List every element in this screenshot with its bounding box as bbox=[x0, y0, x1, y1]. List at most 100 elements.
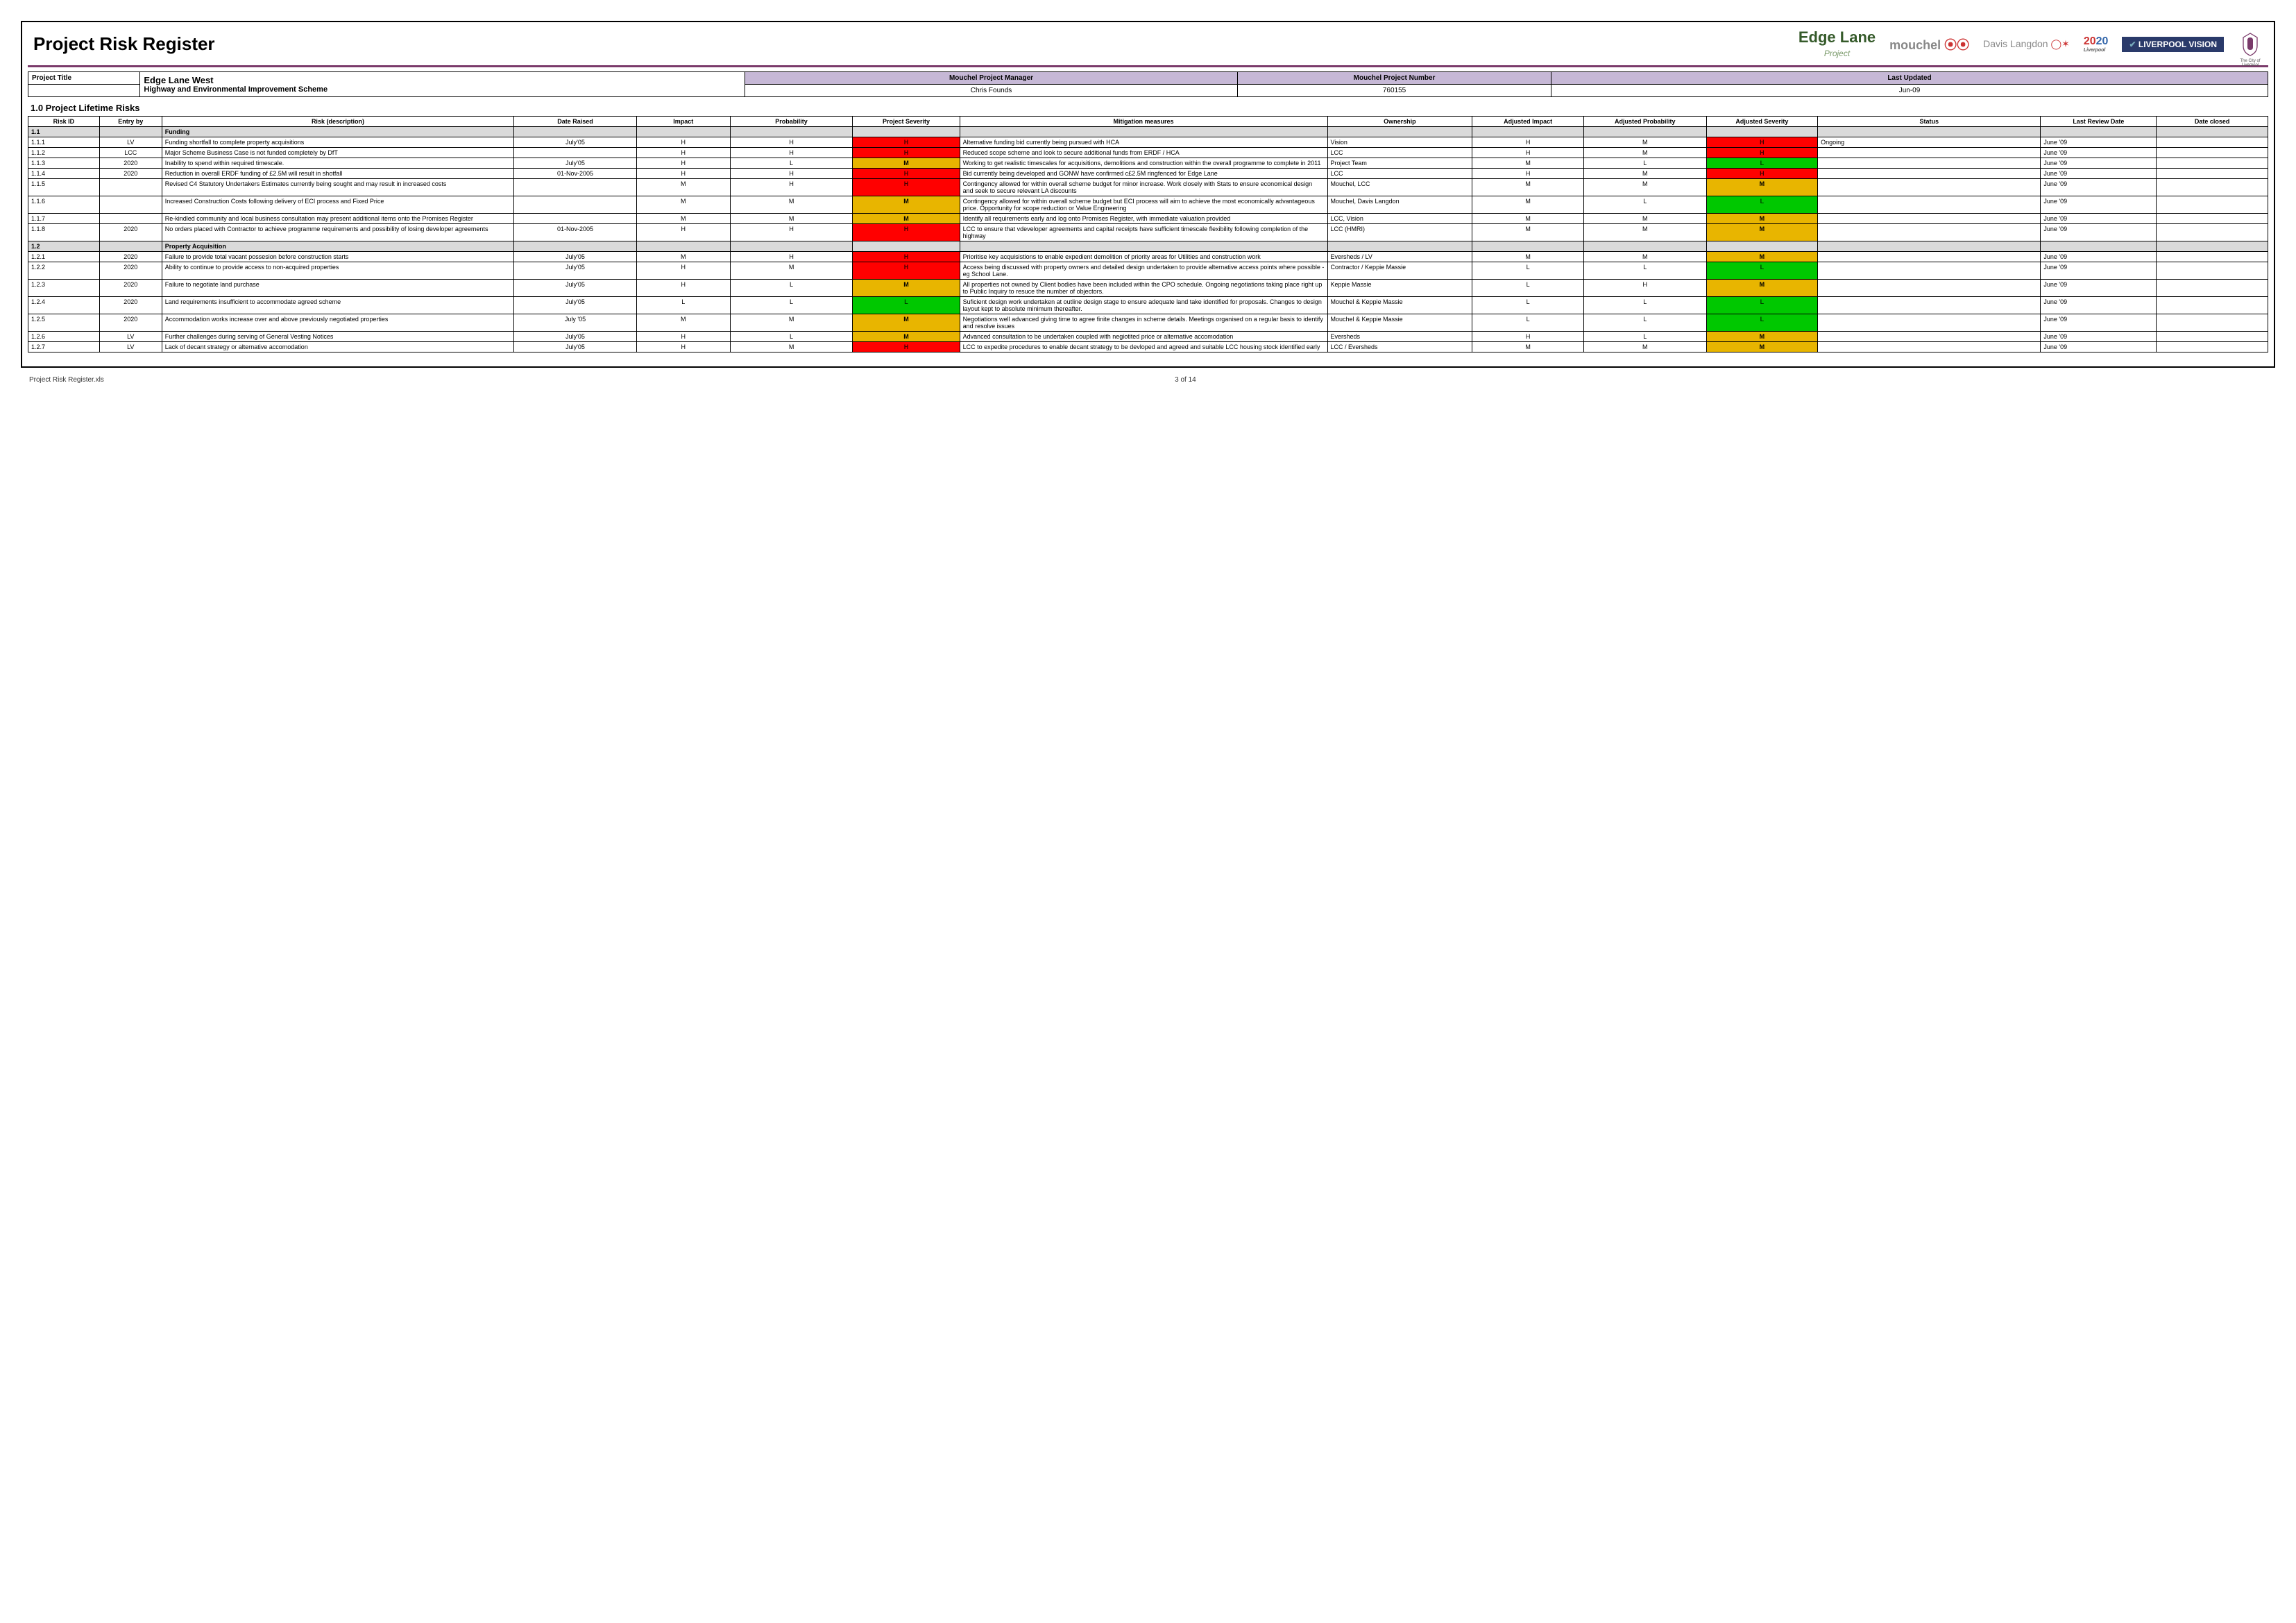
footer-filename: Project Risk Register.xls bbox=[29, 376, 104, 384]
doc-title: Project Risk Register bbox=[33, 33, 215, 55]
date-raised bbox=[514, 147, 637, 158]
date-closed bbox=[2157, 331, 2268, 341]
footer-pagenum: 3 of 14 bbox=[1175, 376, 1196, 384]
impact: L bbox=[636, 296, 730, 314]
risk-desc: Failure to provide total vacant possesio… bbox=[162, 251, 513, 262]
date-raised: July'05 bbox=[514, 251, 637, 262]
risk-id: 1.2.5 bbox=[28, 314, 100, 331]
status bbox=[1818, 262, 2041, 279]
ownership: LCC / Eversheds bbox=[1327, 341, 1472, 352]
severity-cell: L bbox=[1706, 158, 1818, 168]
ownership: Mouchel & Keppie Massie bbox=[1327, 296, 1472, 314]
risk-id: 1.1.8 bbox=[28, 223, 100, 241]
date-closed bbox=[2157, 314, 2268, 331]
probability: H bbox=[730, 178, 853, 196]
cell bbox=[1818, 241, 2041, 251]
mitigation: Working to get realistic timescales for … bbox=[960, 158, 1327, 168]
adj-impact: M bbox=[1472, 223, 1584, 241]
adj-impact: M bbox=[1472, 178, 1584, 196]
status bbox=[1818, 279, 2041, 296]
risk-table: Risk IDEntry byRisk (description)Date Ra… bbox=[28, 116, 2268, 352]
cell bbox=[1327, 241, 1472, 251]
adj-impact: H bbox=[1472, 137, 1584, 147]
probability: L bbox=[730, 331, 853, 341]
category-row: 1.1Funding bbox=[28, 126, 2268, 137]
cell bbox=[960, 126, 1327, 137]
date-closed bbox=[2157, 147, 2268, 158]
severity-cell: M bbox=[1706, 341, 1818, 352]
risk-id: 1.1.7 bbox=[28, 213, 100, 223]
status bbox=[1818, 296, 2041, 314]
liverpool-vision-logo: ✔ LIVERPOOL VISION bbox=[2122, 37, 2224, 52]
adj-impact: H bbox=[1472, 168, 1584, 178]
adj-impact: L bbox=[1472, 279, 1584, 296]
adj-impact: M bbox=[1472, 341, 1584, 352]
adj-impact: M bbox=[1472, 251, 1584, 262]
severity-cell: L bbox=[1706, 196, 1818, 213]
adj-probability: M bbox=[1583, 147, 1706, 158]
cell bbox=[636, 241, 730, 251]
mitigation: Identify all requirements early and log … bbox=[960, 213, 1327, 223]
column-header: Probability bbox=[730, 116, 853, 126]
probability: L bbox=[730, 158, 853, 168]
pn-label: Mouchel Project Number bbox=[1238, 71, 1551, 84]
impact: H bbox=[636, 223, 730, 241]
date-raised: July'05 bbox=[514, 158, 637, 168]
adj-probability: M bbox=[1583, 137, 1706, 147]
header: Project Risk Register Edge LaneProject m… bbox=[28, 28, 2268, 67]
ownership: Eversheds / LV bbox=[1327, 251, 1472, 262]
date-raised: July'05 bbox=[514, 296, 637, 314]
city-of-liverpool-logo: The City of Liverpool bbox=[2238, 32, 2263, 57]
entry-by bbox=[99, 196, 162, 213]
severity-cell: M bbox=[1706, 178, 1818, 196]
adj-impact: M bbox=[1472, 213, 1584, 223]
ownership: Mouchel & Keppie Massie bbox=[1327, 314, 1472, 331]
risk-row: 1.1.5Revised C4 Statutory Undertakers Es… bbox=[28, 178, 2268, 196]
severity-cell: M bbox=[1706, 213, 1818, 223]
mitigation: Alternative funding bid currently being … bbox=[960, 137, 1327, 147]
severity-cell: H bbox=[853, 137, 960, 147]
mitigation: Contingency allowed for within overall s… bbox=[960, 196, 1327, 213]
cell bbox=[1472, 126, 1584, 137]
impact: H bbox=[636, 341, 730, 352]
adj-impact: M bbox=[1472, 196, 1584, 213]
ownership: LCC (HMRI) bbox=[1327, 223, 1472, 241]
mitigation: Access being discussed with property own… bbox=[960, 262, 1327, 279]
last-review: June '09 bbox=[2041, 223, 2157, 241]
entry-by: 2020 bbox=[99, 158, 162, 168]
cell bbox=[99, 241, 162, 251]
column-header: Last Review Date bbox=[2041, 116, 2157, 126]
risk-row: 1.2.12020Failure to provide total vacant… bbox=[28, 251, 2268, 262]
risk-id: 1.2.6 bbox=[28, 331, 100, 341]
adj-impact: H bbox=[1472, 147, 1584, 158]
last-review: June '09 bbox=[2041, 331, 2157, 341]
adj-probability: H bbox=[1583, 279, 1706, 296]
last-review: June '09 bbox=[2041, 137, 2157, 147]
status bbox=[1818, 251, 2041, 262]
mitigation: Negotiations well advanced giving time t… bbox=[960, 314, 1327, 331]
column-header: Date Raised bbox=[514, 116, 637, 126]
risk-desc: Property Acquisition bbox=[162, 241, 513, 251]
impact: H bbox=[636, 158, 730, 168]
adj-probability: L bbox=[1583, 196, 1706, 213]
risk-id: 1.2.7 bbox=[28, 341, 100, 352]
risk-id: 1.1 bbox=[28, 126, 100, 137]
date-raised: July'05 bbox=[514, 137, 637, 147]
risk-row: 1.1.7Re-kindled community and local busi… bbox=[28, 213, 2268, 223]
entry-by: LV bbox=[99, 137, 162, 147]
cell bbox=[1583, 241, 1706, 251]
pn-value: 760155 bbox=[1238, 84, 1551, 96]
adj-probability: M bbox=[1583, 178, 1706, 196]
risk-desc: Accommodation works increase over and ab… bbox=[162, 314, 513, 331]
risk-desc: Revised C4 Statutory Undertakers Estimat… bbox=[162, 178, 513, 196]
severity-cell: M bbox=[853, 279, 960, 296]
cell bbox=[1472, 241, 1584, 251]
date-closed bbox=[2157, 251, 2268, 262]
adj-probability: L bbox=[1583, 331, 1706, 341]
probability: H bbox=[730, 223, 853, 241]
impact: H bbox=[636, 279, 730, 296]
probability: M bbox=[730, 341, 853, 352]
cell bbox=[1706, 126, 1818, 137]
probability: H bbox=[730, 137, 853, 147]
cell bbox=[2157, 126, 2268, 137]
